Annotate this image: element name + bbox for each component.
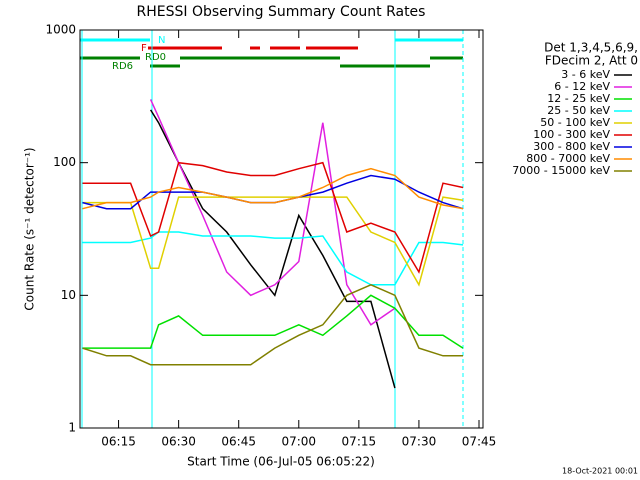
chart-title: RHESSI Observing Summary Count Rates xyxy=(137,4,426,20)
annotation: RD0 xyxy=(145,52,166,63)
x-tick-label: 06:15 xyxy=(101,435,136,449)
series-line xyxy=(149,109,396,389)
legend-label: 7000 - 15000 keV xyxy=(512,164,610,177)
plot-frame xyxy=(79,29,484,429)
series-line xyxy=(82,167,464,210)
legend-label: 3 - 6 keV xyxy=(561,68,610,81)
y-tick-label: 1000 xyxy=(45,23,76,37)
series-line xyxy=(82,161,464,274)
y-tick-label: 100 xyxy=(53,155,76,169)
x-tick-label: 06:30 xyxy=(161,435,196,449)
series-line xyxy=(149,99,396,326)
x-tick-label: 07:45 xyxy=(462,435,497,449)
legend-label: 50 - 100 keV xyxy=(540,116,610,129)
x-tick-label: 06:45 xyxy=(221,435,256,449)
flag-bars xyxy=(80,30,464,428)
x-tick-label: 07:00 xyxy=(281,435,316,449)
x-tick-label: 07:15 xyxy=(342,435,377,449)
series-line xyxy=(82,196,464,287)
y-tick-label: 1 xyxy=(68,421,76,435)
footer: 18-Oct-2021 00:01 xyxy=(562,467,638,476)
annotation: N xyxy=(158,35,165,46)
legend-title: Det 1,3,4,5,6,9, xyxy=(544,41,638,55)
series-line xyxy=(82,231,464,286)
annotation: RD6 xyxy=(112,61,133,72)
series-line xyxy=(82,283,463,366)
series-line xyxy=(82,294,464,349)
annotation: F xyxy=(141,43,147,54)
series-line xyxy=(82,174,464,210)
legend-label: 25 - 50 keV xyxy=(547,104,610,117)
legend-label: 6 - 12 keV xyxy=(554,80,610,93)
legend-label: 800 - 7000 keV xyxy=(526,152,610,165)
legend-title: FDecim 2, Att 0 xyxy=(545,54,638,68)
x-axis-label: Start Time (06-Jul-05 06:05:22) xyxy=(187,455,375,469)
y-tick-label: 10 xyxy=(61,288,76,302)
legend-label: 100 - 300 keV xyxy=(533,128,610,141)
y-axis-label: Count Rate (s⁻¹ detector⁻¹) xyxy=(23,147,37,310)
legend-label: 300 - 800 keV xyxy=(533,140,610,153)
x-tick-label: 07:30 xyxy=(402,435,437,449)
legend-label: 12 - 25 keV xyxy=(547,92,610,105)
